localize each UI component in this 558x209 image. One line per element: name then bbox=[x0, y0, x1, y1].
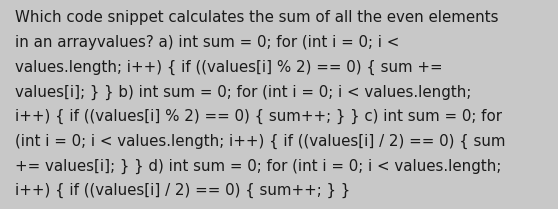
Text: Which code snippet calculates the sum of all the even elements: Which code snippet calculates the sum of… bbox=[15, 10, 498, 25]
Text: values[i]; } } b) int sum = 0; for (int i = 0; i < values.length;: values[i]; } } b) int sum = 0; for (int … bbox=[15, 84, 472, 100]
Text: i++) { if ((values[i] % 2) == 0) { sum++; } } c) int sum = 0; for: i++) { if ((values[i] % 2) == 0) { sum++… bbox=[15, 109, 502, 124]
Text: in an arrayvalues? a) int sum = 0; for (int i = 0; i <: in an arrayvalues? a) int sum = 0; for (… bbox=[15, 35, 400, 50]
Text: i++) { if ((values[i] / 2) == 0) { sum++; } }: i++) { if ((values[i] / 2) == 0) { sum++… bbox=[15, 183, 350, 198]
Text: (int i = 0; i < values.length; i++) { if ((values[i] / 2) == 0) { sum: (int i = 0; i < values.length; i++) { if… bbox=[15, 134, 506, 149]
Text: values.length; i++) { if ((values[i] % 2) == 0) { sum +=: values.length; i++) { if ((values[i] % 2… bbox=[15, 60, 442, 75]
Text: += values[i]; } } d) int sum = 0; for (int i = 0; i < values.length;: += values[i]; } } d) int sum = 0; for (i… bbox=[15, 158, 502, 174]
